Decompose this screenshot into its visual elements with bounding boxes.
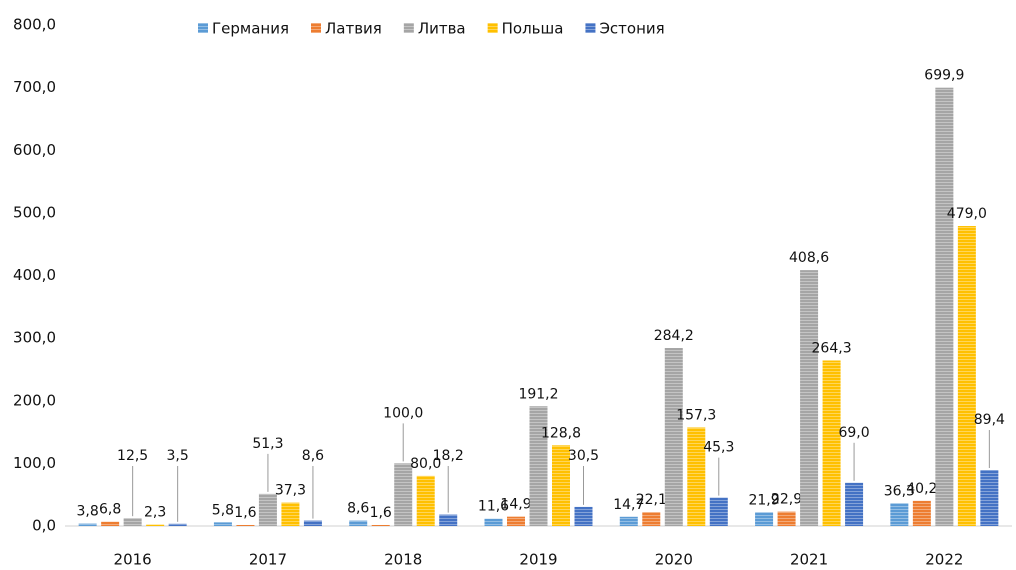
bar (552, 445, 570, 526)
x-tick-label: 2018 (384, 551, 422, 569)
bar (777, 511, 796, 526)
value-label: 8,6 (302, 448, 324, 464)
bar (371, 524, 390, 526)
value-label: 8,6 (347, 501, 369, 517)
x-tick-label: 2019 (519, 551, 557, 569)
bar (439, 514, 458, 526)
value-label: 408,6 (789, 250, 829, 266)
bar (687, 427, 706, 526)
y-tick-label: 300,0 (13, 329, 56, 347)
y-tick-label: 200,0 (13, 391, 56, 409)
value-label: 264,3 (812, 340, 852, 356)
legend-label: Эстония (599, 20, 664, 38)
legend-swatch (198, 23, 208, 33)
value-label: 11,6 (478, 499, 509, 515)
y-tick-label: 100,0 (13, 454, 56, 472)
value-label: 191,2 (518, 386, 558, 402)
value-label: 69,0 (838, 425, 869, 441)
y-tick-label: 800,0 (13, 16, 56, 34)
value-label: 51,3 (252, 436, 283, 452)
legend-label: Польша (502, 20, 564, 38)
bar (755, 512, 774, 526)
legend-label: Литва (418, 20, 466, 38)
bar (78, 523, 97, 526)
value-label: 14,7 (613, 497, 644, 513)
bar (957, 226, 976, 526)
bar (236, 524, 255, 526)
bar (281, 502, 300, 526)
x-tick-label: 2017 (249, 551, 287, 569)
value-label: 3,5 (167, 448, 189, 464)
value-label: 36,3 (884, 483, 915, 499)
bar (416, 475, 435, 526)
y-tick-label: 0,0 (32, 517, 56, 535)
value-label: 40,2 (906, 481, 937, 497)
value-label: 18,2 (433, 448, 464, 464)
value-label: 100,0 (383, 405, 423, 421)
legend-swatch (311, 23, 321, 33)
bar (619, 516, 638, 526)
bar (146, 524, 165, 526)
x-tick-label: 2022 (925, 551, 963, 569)
legend-swatch (487, 23, 498, 33)
y-tick-label: 500,0 (13, 203, 56, 221)
x-tick-label: 2020 (655, 551, 693, 569)
value-label: 128,8 (541, 425, 581, 441)
bar (912, 500, 931, 526)
y-tick-label: 600,0 (13, 141, 56, 159)
bar (709, 497, 728, 526)
value-label: 3,8 (77, 504, 99, 520)
x-tick-label: 2021 (790, 551, 828, 569)
value-label: 284,2 (654, 328, 694, 344)
value-label: 22,9 (771, 492, 802, 508)
bar (980, 470, 999, 526)
bar (303, 520, 322, 526)
bar (123, 518, 142, 526)
legend-swatch (585, 23, 596, 33)
value-label: 80,0 (410, 456, 441, 472)
bar (845, 482, 864, 526)
bar (168, 523, 187, 526)
bar (258, 493, 277, 526)
value-label: 37,3 (275, 483, 306, 499)
y-tick-label: 700,0 (13, 78, 56, 96)
value-label: 89,4 (974, 412, 1005, 428)
bar (800, 270, 819, 526)
bar (529, 406, 548, 526)
bar (213, 522, 232, 526)
bar (507, 516, 525, 526)
value-label: 14,9 (500, 497, 531, 513)
bar (822, 360, 841, 526)
legend-label: Германия (212, 20, 289, 38)
bar (101, 521, 120, 526)
value-label: 1,6 (370, 505, 392, 521)
bar (664, 348, 683, 526)
bar (574, 506, 593, 526)
y-tick-label: 400,0 (13, 266, 56, 284)
value-label: 45,3 (703, 440, 734, 456)
bar (890, 503, 909, 526)
value-label: 1,6 (234, 505, 256, 521)
bar (394, 463, 413, 526)
value-label: 22,1 (636, 492, 667, 508)
value-label: 30,5 (568, 448, 599, 464)
bar (642, 512, 661, 526)
bar (935, 87, 954, 526)
x-tick-label: 2016 (114, 551, 152, 569)
value-label: 157,3 (676, 407, 716, 423)
legend-swatch (403, 23, 414, 33)
legend-label: Латвия (325, 20, 382, 38)
value-label: 12,5 (117, 448, 148, 464)
value-label: 21,9 (748, 492, 779, 508)
bar (484, 518, 503, 526)
value-label: 2,3 (144, 505, 166, 521)
value-label: 699,9 (924, 68, 964, 84)
value-label: 5,8 (212, 502, 234, 518)
value-label: 6,8 (99, 502, 121, 518)
bar (349, 520, 368, 526)
value-label: 479,0 (947, 206, 987, 222)
